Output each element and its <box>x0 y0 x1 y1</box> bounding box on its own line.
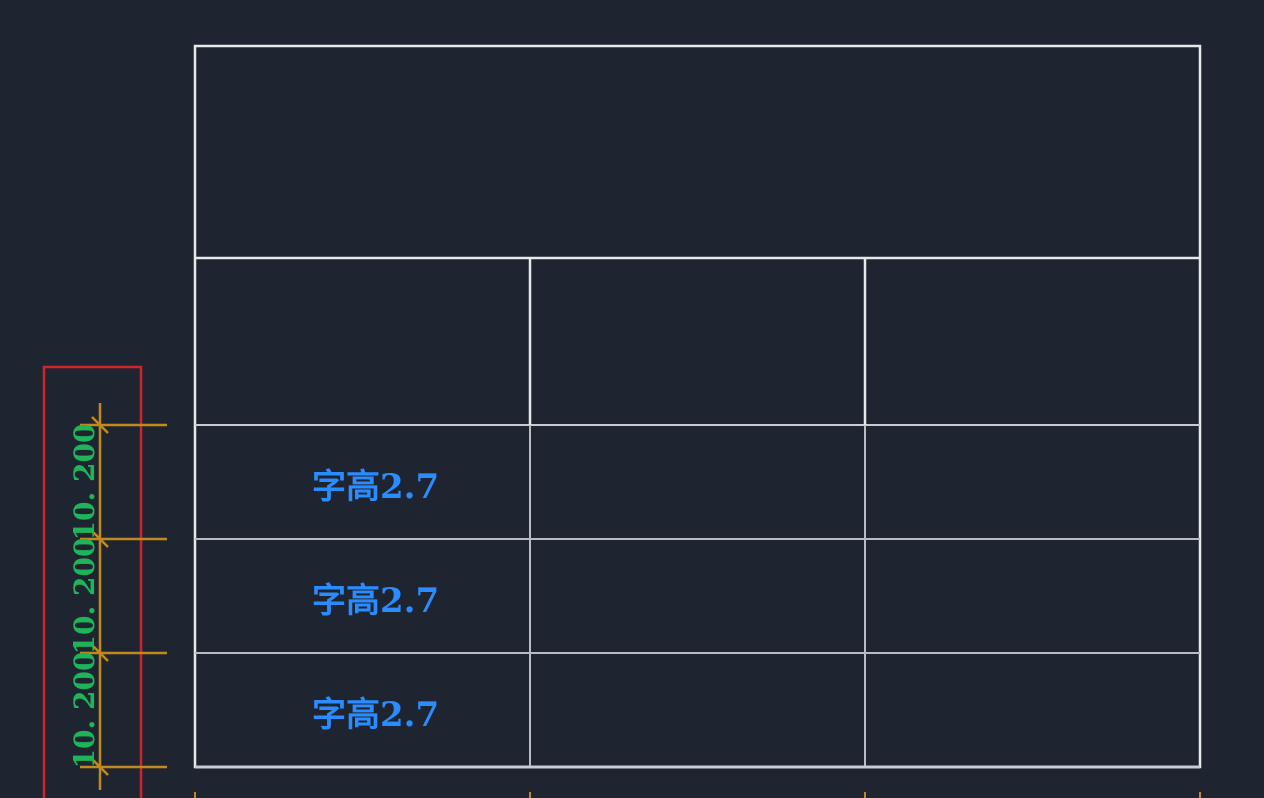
dimension-text: 10. 200 <box>68 538 101 655</box>
table-cell-text: 字高2.7 <box>312 467 439 507</box>
dimension-text: 10. 200 <box>68 424 101 541</box>
table-cell-text: 字高2.7 <box>312 581 439 621</box>
dimension-tick <box>91 644 109 662</box>
highlight-box <box>42 365 143 798</box>
table-outer-frame <box>193 44 1202 769</box>
table <box>193 44 1202 769</box>
bottom-ticks <box>194 792 1201 798</box>
table-cell-text: 字高2.7 <box>312 695 439 735</box>
dimension-tick <box>91 758 109 776</box>
dimension-tick <box>91 416 109 434</box>
dimension-chain <box>80 403 167 790</box>
dimension-tick <box>91 530 109 548</box>
dimension-text: 10. 200 <box>68 652 101 769</box>
